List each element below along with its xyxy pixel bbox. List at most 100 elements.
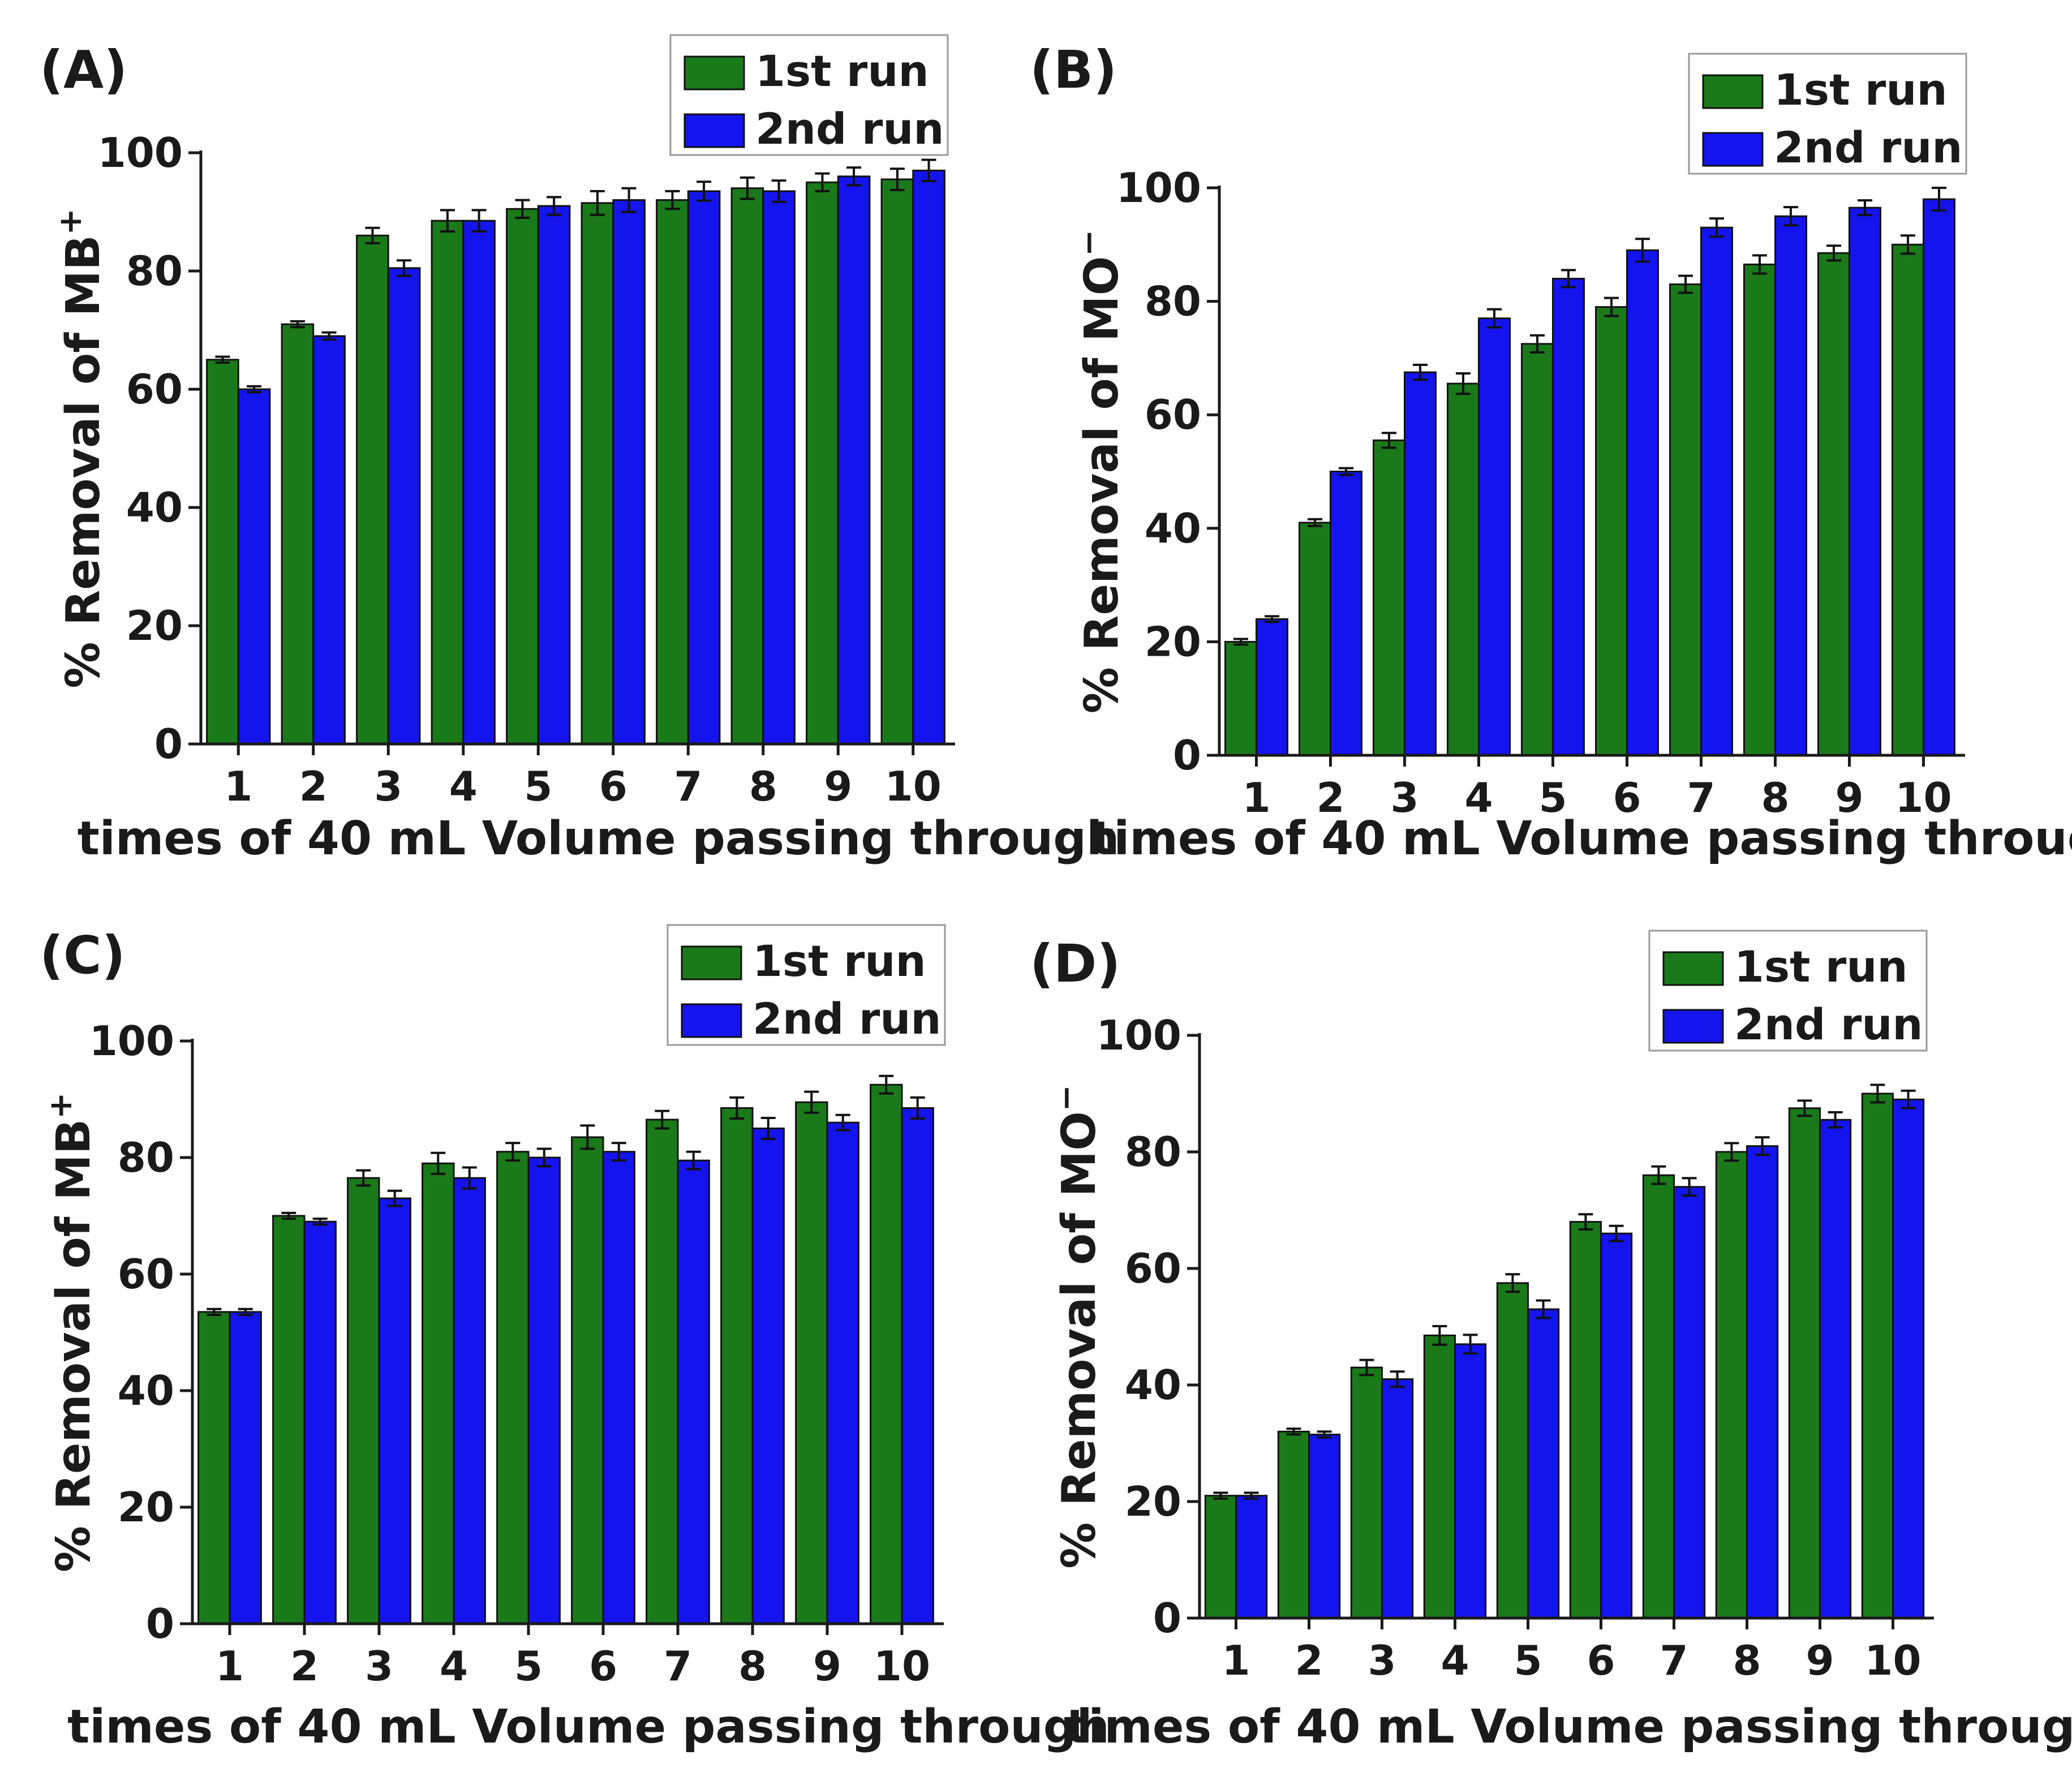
legend-swatch-d-1 xyxy=(1662,951,1724,986)
x-tick-label-d-10: 10 xyxy=(1864,1637,1921,1684)
errorbar-c-s1-9 xyxy=(804,1090,819,1114)
y-tick-label-a-0: 0 xyxy=(154,720,183,768)
errorbar-c-s1-7 xyxy=(655,1109,670,1130)
bar-b-s2-1 xyxy=(1256,618,1288,756)
x-tick-label-b-1: 1 xyxy=(1242,774,1270,821)
panel-label-b: (B) xyxy=(1030,40,1117,100)
legend-label-a-1: 1st run xyxy=(755,46,929,96)
bar-c-s1-1 xyxy=(197,1311,231,1625)
y-tick-label-a-100: 100 xyxy=(98,129,183,177)
errorbar-d-s1-2 xyxy=(1286,1427,1301,1436)
x-tick-label-a-3: 3 xyxy=(374,763,402,810)
errorbar-a-s2-6 xyxy=(621,187,637,213)
errorbar-a-s1-9 xyxy=(815,172,830,192)
bar-a-s2-10 xyxy=(912,169,945,745)
bar-d-s2-4 xyxy=(1454,1343,1487,1619)
errorbar-d-s2-5 xyxy=(1536,1299,1551,1319)
errorbar-b-s2-3 xyxy=(1413,363,1428,381)
errorbar-b-s2-5 xyxy=(1561,269,1576,289)
errorbar-b-s2-4 xyxy=(1487,308,1502,329)
x-tick-label-b-2: 2 xyxy=(1316,774,1344,821)
legend-swatch-d-2 xyxy=(1662,1009,1724,1044)
x-tick-label-b-10: 10 xyxy=(1895,774,1951,821)
y-axis-title-main-a: % Removal of MB xyxy=(57,235,110,688)
bar-a-s2-2 xyxy=(312,335,346,745)
y-axis-title-sup-a: + xyxy=(52,208,89,235)
bar-c-s1-2 xyxy=(272,1215,306,1625)
bar-a-s1-5 xyxy=(506,208,539,745)
y-tick-label-d-40: 40 xyxy=(1125,1361,1181,1409)
bar-b-s1-8 xyxy=(1743,263,1776,756)
x-tick-label-a-10: 10 xyxy=(885,763,942,810)
bar-a-s1-9 xyxy=(806,181,839,745)
bar-b-s2-6 xyxy=(1626,249,1659,756)
bar-a-s2-8 xyxy=(762,190,796,745)
errorbar-d-s2-10 xyxy=(1901,1089,1916,1109)
x-tick-label-c-7: 7 xyxy=(664,1642,692,1690)
bar-c-s1-7 xyxy=(646,1119,679,1625)
bar-a-s1-7 xyxy=(656,199,689,745)
errorbar-b-s1-8 xyxy=(1752,254,1767,275)
x-tick-label-d-3: 3 xyxy=(1368,1637,1396,1684)
panel-label-d: (D) xyxy=(1030,934,1120,994)
errorbar-a-s1-2 xyxy=(290,320,305,329)
bar-c-s1-6 xyxy=(571,1136,604,1625)
panel-c: (C) 0 20 40 60 80 100 1 2 3 4 5 6 7 8 9 10 times of 40 mL… xyxy=(40,924,1110,1754)
x-tick-label-c-3: 3 xyxy=(365,1642,393,1690)
legend-swatch-b-2 xyxy=(1702,132,1764,167)
errorbar-c-s1-5 xyxy=(505,1142,521,1162)
errorbar-b-s2-7 xyxy=(1709,217,1725,238)
bar-a-s2-3 xyxy=(387,267,421,745)
bar-c-s2-5 xyxy=(527,1156,561,1625)
x-axis-title-d: times of 40 mL Volume passing through xyxy=(1066,1700,2072,1754)
y-tick-label-c-60: 60 xyxy=(118,1250,174,1298)
errorbar-a-s1-10 xyxy=(889,167,905,191)
y-tick-label-b-0: 0 xyxy=(1173,732,1201,779)
errorbar-d-s2-8 xyxy=(1755,1136,1770,1156)
x-tick-label-b-7: 7 xyxy=(1687,774,1715,821)
errorbar-a-s1-6 xyxy=(590,190,605,216)
bar-c-s1-9 xyxy=(795,1101,828,1625)
errorbar-a-s2-3 xyxy=(397,259,412,277)
errorbar-b-s2-1 xyxy=(1265,615,1280,623)
bar-a-s2-4 xyxy=(462,220,496,745)
y-axis-title-sup-c: + xyxy=(42,1092,79,1119)
bar-d-s1-2 xyxy=(1277,1430,1310,1619)
errorbar-b-s1-10 xyxy=(1900,234,1915,255)
errorbar-d-s1-3 xyxy=(1359,1358,1374,1376)
errorbar-d-s2-6 xyxy=(1609,1224,1624,1242)
legend-a: 1st run 2nd run xyxy=(669,34,949,156)
x-tick-label-d-8: 8 xyxy=(1733,1637,1761,1684)
bar-c-s2-6 xyxy=(602,1151,635,1625)
y-axis-title-sup-d: − xyxy=(1048,1085,1085,1111)
bar-a-s1-10 xyxy=(880,178,914,745)
errorbar-a-s2-5 xyxy=(547,196,562,216)
bar-b-s2-10 xyxy=(1923,198,1955,756)
errorbar-c-s1-8 xyxy=(729,1096,745,1120)
errorbar-a-s2-2 xyxy=(321,331,337,341)
legend-swatch-a-2 xyxy=(683,113,745,148)
errorbar-b-s2-9 xyxy=(1858,199,1873,217)
errorbar-c-s2-4 xyxy=(462,1166,477,1190)
errorbar-a-s1-5 xyxy=(515,199,530,219)
errorbar-a-s1-1 xyxy=(215,355,230,364)
legend-label-a-2: 2nd run xyxy=(755,104,944,154)
bar-c-s2-10 xyxy=(901,1107,934,1625)
x-tick-label-c-8: 8 xyxy=(738,1642,767,1690)
legend-label-c-1: 1st run xyxy=(753,936,926,986)
x-tick-label-a-7: 7 xyxy=(674,763,702,810)
y-tick-label-d-80: 80 xyxy=(1125,1128,1181,1176)
bar-d-s2-5 xyxy=(1527,1308,1560,1619)
bar-b-s1-10 xyxy=(1892,243,1924,756)
x-tick-label-c-6: 6 xyxy=(589,1642,617,1690)
errorbar-b-s2-6 xyxy=(1635,238,1650,263)
legend-swatch-a-1 xyxy=(683,55,745,91)
bar-d-s2-10 xyxy=(1892,1098,1925,1619)
bar-a-s2-7 xyxy=(687,190,721,745)
x-tick-label-c-5: 5 xyxy=(514,1642,543,1690)
y-tick-label-c-40: 40 xyxy=(118,1367,174,1414)
bar-d-s2-7 xyxy=(1673,1186,1706,1619)
y-tick-label-b-40: 40 xyxy=(1145,505,1201,552)
errorbar-a-s2-9 xyxy=(846,166,862,187)
